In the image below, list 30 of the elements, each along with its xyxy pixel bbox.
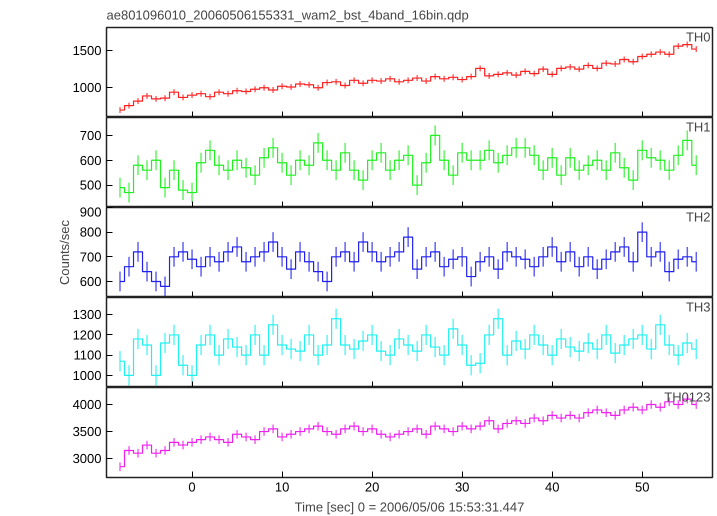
annotation: TH0123	[664, 390, 710, 404]
x-tick-label: 50	[635, 480, 650, 494]
y-tick-label: 1000	[72, 80, 102, 96]
y-tick-label: 1300	[72, 307, 102, 322]
annotation: TH1	[686, 120, 711, 134]
x-tick-label: 40	[544, 480, 560, 494]
y-tick-label: 3000	[72, 451, 102, 466]
x-tick-label: 20	[364, 480, 380, 494]
y-tick-label: 4000	[72, 397, 102, 412]
y-tick-label: 700	[80, 249, 102, 264]
y-tick-label: 1100	[74, 348, 102, 363]
x-tick-label: 10	[274, 480, 290, 494]
y-tick-label: 500	[80, 178, 102, 193]
annotation: TH2	[686, 210, 711, 224]
y-tick-label: 1500	[72, 43, 102, 58]
y-axis-title: Counts/sec	[56, 219, 72, 286]
x-axis-title: Time [sec] 0 = 2006/05/06 15:53:31.447	[294, 500, 524, 514]
y-tick-label: 1000	[72, 368, 102, 383]
annotation: TH3	[686, 300, 711, 314]
y-tick-label: 1200	[72, 327, 102, 342]
x-tick-label: 0	[188, 480, 196, 494]
y-tick-label: 800	[80, 224, 102, 240]
x-tick-label: 30	[454, 480, 470, 494]
y-tick-label: 900	[80, 204, 102, 220]
annotation: TH0	[686, 30, 711, 44]
y-tick-label: 600	[80, 274, 102, 289]
y-tick-label: 700	[80, 128, 102, 143]
chart-title: ae801096010_20060506155331_wam2_bst_4band_16bin.qdp	[106, 8, 469, 22]
y-tick-label: 600	[80, 152, 102, 168]
y-tick-label: 3500	[72, 424, 102, 440]
